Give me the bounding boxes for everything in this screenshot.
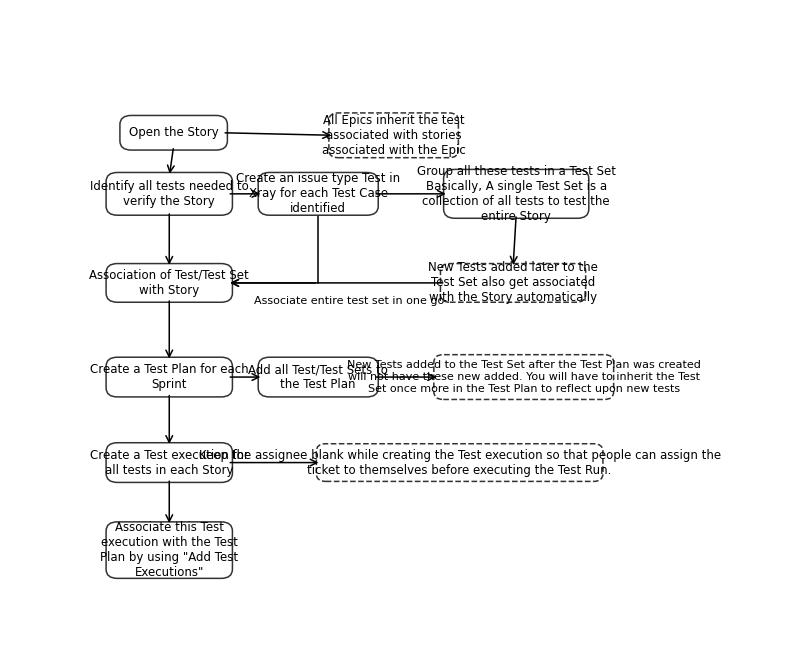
FancyBboxPatch shape (258, 357, 378, 397)
Text: New Tests added later to the
Test Set also get associated
with the Story automat: New Tests added later to the Test Set al… (428, 261, 598, 305)
Text: Associate this Test
execution with the Test
Plan by using "Add Test
Executions": Associate this Test execution with the T… (101, 521, 238, 579)
FancyBboxPatch shape (258, 173, 378, 215)
Text: Keep the assignee blank while creating the Test execution so that people can ass: Keep the assignee blank while creating t… (199, 449, 721, 477)
Text: Identify all tests needed to
verify the Story: Identify all tests needed to verify the … (90, 180, 249, 208)
Text: Create a Test execution for
all tests in each Story: Create a Test execution for all tests in… (90, 449, 249, 477)
Text: Association of Test/Test Set
with Story: Association of Test/Test Set with Story (89, 269, 249, 297)
FancyBboxPatch shape (106, 443, 233, 483)
Text: Create a Test Plan for each
Sprint: Create a Test Plan for each Sprint (90, 363, 248, 391)
FancyBboxPatch shape (106, 522, 233, 578)
FancyBboxPatch shape (434, 355, 614, 399)
FancyBboxPatch shape (106, 357, 233, 397)
FancyBboxPatch shape (329, 113, 458, 158)
FancyBboxPatch shape (106, 264, 233, 302)
FancyBboxPatch shape (106, 173, 233, 215)
Text: All Epics inherit the test
associated with stories
associated with the Epic: All Epics inherit the test associated wi… (322, 114, 466, 157)
FancyBboxPatch shape (316, 444, 603, 481)
Text: New Tests added to the Test Set after the Test Plan was created
will not have th: New Tests added to the Test Set after th… (347, 360, 701, 394)
Text: Associate entire test set in one go: Associate entire test set in one go (254, 295, 444, 305)
FancyBboxPatch shape (440, 264, 586, 302)
Text: Open the Story: Open the Story (129, 126, 218, 139)
Text: Group all these tests in a Test Set
Basically, A single Test Set is a
collection: Group all these tests in a Test Set Basi… (417, 165, 616, 223)
FancyBboxPatch shape (120, 116, 227, 150)
FancyBboxPatch shape (444, 169, 589, 218)
Text: Add all Test/Test Sets to
the Test Plan: Add all Test/Test Sets to the Test Plan (248, 363, 388, 391)
Text: Create an issue type Test in
Xray for each Test Case
identified: Create an issue type Test in Xray for ea… (236, 173, 401, 215)
